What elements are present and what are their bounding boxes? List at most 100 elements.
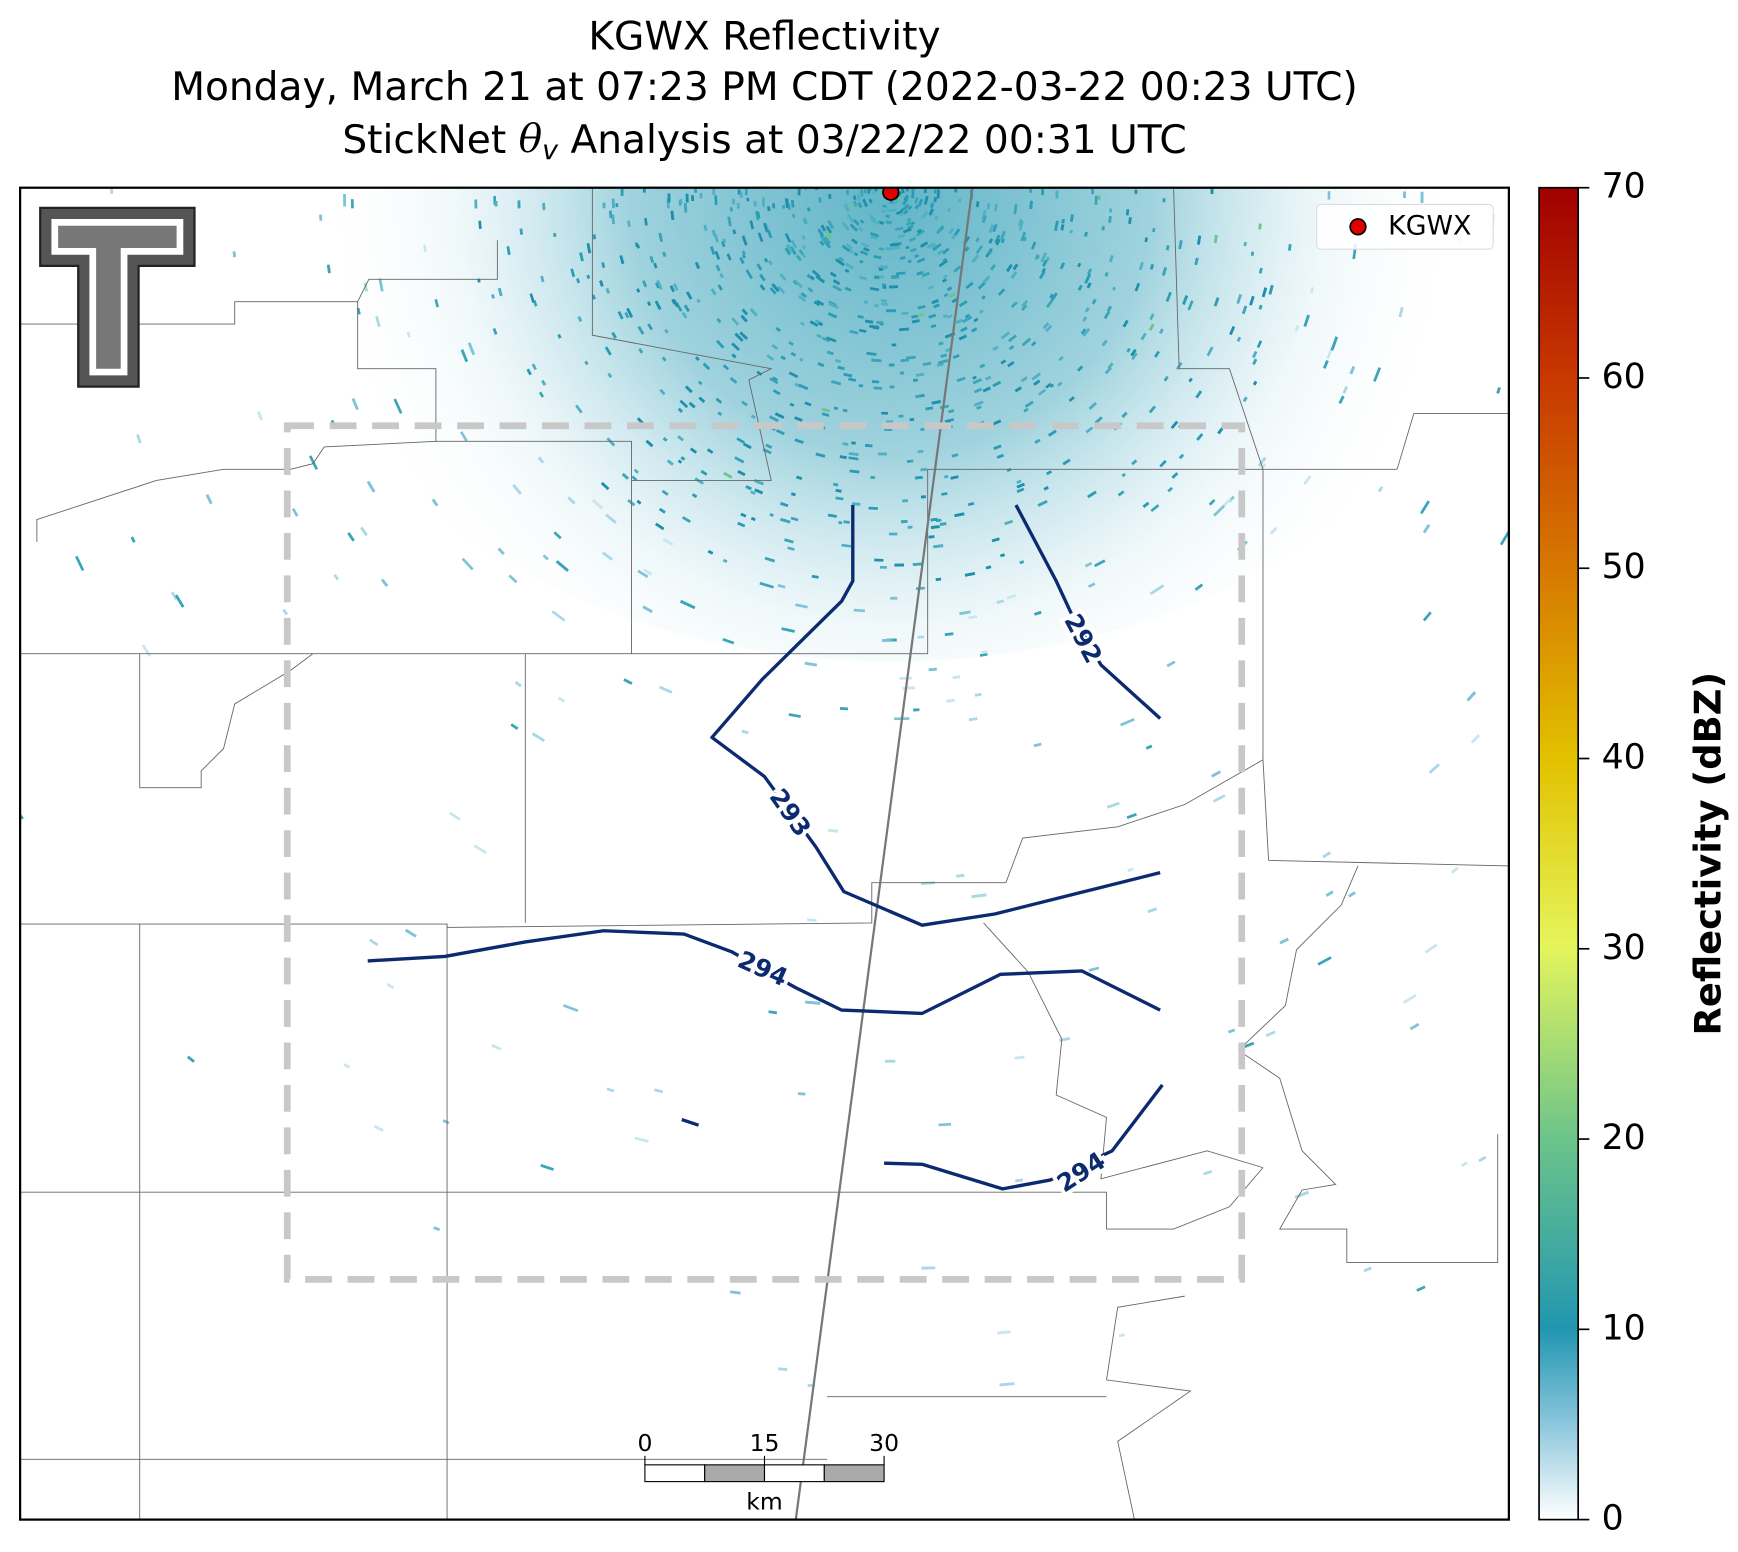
radar-gate (805, 1000, 821, 1005)
radar-gate (1294, 325, 1300, 332)
contour-fragment (681, 1117, 700, 1127)
radar-gate (736, 202, 740, 209)
radar-gate (1012, 263, 1019, 271)
radar-gate (1170, 420, 1179, 429)
radar-gate (1020, 231, 1027, 242)
radar-gate (954, 512, 965, 517)
radar-gate (1466, 691, 1477, 702)
radar-gate (985, 565, 992, 570)
radar-gate (757, 232, 764, 243)
radar-gate (928, 208, 934, 216)
radar-gate (815, 452, 826, 458)
radar-gate (914, 197, 919, 204)
radar-gate (494, 201, 498, 207)
radar-gate (1165, 291, 1172, 302)
radar-gate (941, 492, 948, 496)
map-frame (19, 186, 1510, 1521)
radar-gate (661, 489, 669, 496)
colorbar-tick-label: 60 (1602, 357, 1646, 397)
radar-gate (968, 615, 978, 620)
radar-gate (1080, 328, 1087, 335)
radar-gate (750, 516, 756, 521)
radar-gate (576, 278, 580, 284)
radar-gate (991, 419, 1002, 426)
radar-gate (906, 459, 914, 463)
radar-gate (858, 384, 864, 388)
county-line (1262, 759, 1509, 867)
radar-gate (1088, 966, 1100, 972)
radar-gate (1094, 559, 1106, 568)
radar-gate (933, 544, 944, 549)
radar-gate (1037, 500, 1048, 507)
radar-gate (680, 600, 696, 610)
subtitle-text: StickNet (342, 117, 506, 162)
colorbar-tick-label: 30 (1602, 928, 1646, 968)
radar-gate (962, 315, 973, 323)
colorbar: Reflectivity (dBZ) 0 10 20 30 40 50 60 70 (1538, 167, 1730, 1539)
county-line (139, 653, 314, 789)
radar-gate (1000, 238, 1005, 244)
radar-gate (1310, 287, 1315, 294)
radar-gate (936, 189, 940, 199)
radar-gate (697, 380, 703, 386)
radar-gate (848, 452, 859, 457)
radar-gate (768, 1010, 778, 1015)
radar-gate (380, 578, 389, 587)
county-line (631, 468, 1264, 760)
radar-gate (928, 535, 935, 539)
radar-gate (1422, 611, 1432, 622)
radar-gate (1091, 298, 1097, 305)
radar-gate (1213, 504, 1226, 517)
radar-gate (815, 275, 825, 284)
radar-gate (921, 210, 929, 219)
radar-gate (551, 610, 566, 622)
radar-gate (990, 264, 996, 271)
radar-gate (703, 224, 708, 232)
radar-gate (765, 443, 773, 449)
radar-gate (1104, 366, 1112, 375)
radar-gate (542, 202, 546, 211)
radar-gate (763, 257, 769, 263)
radar-gate (512, 484, 522, 495)
radar-gate (1420, 500, 1430, 515)
radar-gate (828, 302, 839, 310)
scale-segment (644, 1464, 706, 1483)
radar-gate (930, 243, 938, 249)
radar-gate (878, 267, 883, 272)
radar-gate (1016, 479, 1022, 484)
radar-gate (1338, 395, 1345, 404)
radar-gate (1014, 1055, 1025, 1060)
radar-gate (1178, 453, 1185, 460)
radar-gate (1006, 264, 1013, 272)
radar-gate (474, 199, 478, 209)
radar-gate (1450, 866, 1459, 874)
radar-gate (873, 386, 883, 390)
radar-gate (679, 399, 689, 409)
radar-gate (819, 240, 825, 246)
radar-gate (959, 610, 971, 616)
radar-gate (772, 389, 781, 396)
radar-gate (942, 314, 948, 319)
radar-gate (767, 229, 773, 239)
radar-gate (781, 627, 795, 633)
radar-gate (1236, 293, 1242, 304)
radar-gate (1031, 372, 1041, 381)
radar-gate (1499, 531, 1509, 546)
radar-gate (1150, 504, 1160, 513)
radar-gate (1249, 295, 1255, 306)
radar-gate (644, 217, 648, 226)
county-line (1396, 412, 1509, 470)
radar-gate (749, 308, 758, 317)
radar-gate (750, 490, 756, 495)
radar-gate (1022, 236, 1027, 242)
radar-gate (909, 236, 916, 242)
radar-gate (943, 292, 949, 298)
radar-gate (780, 502, 789, 507)
radar-gate (891, 343, 897, 347)
radar-gate (906, 217, 912, 222)
radar-gate (1241, 305, 1248, 315)
radar-gate (780, 517, 791, 524)
radar-gate (848, 377, 857, 382)
radar-gate (884, 1059, 896, 1063)
radar-gate (1377, 486, 1384, 493)
